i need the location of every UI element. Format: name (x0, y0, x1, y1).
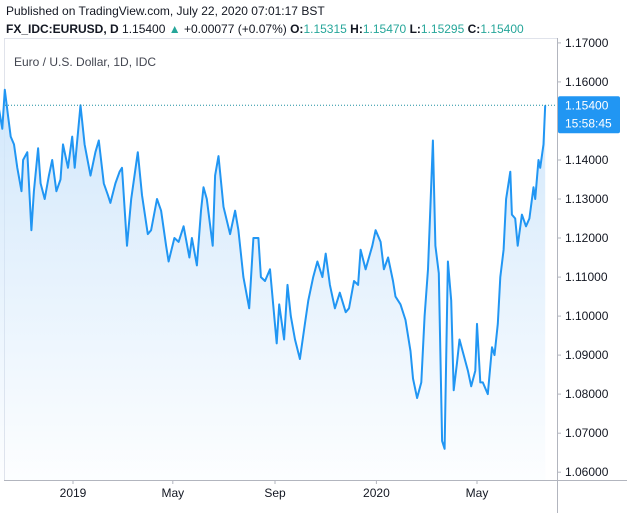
change-value: +0.00077 (+0.07%) (184, 22, 287, 36)
y-tick-label: 1.08000 (565, 387, 609, 401)
y-tick-label: 1.12000 (565, 231, 609, 245)
price-area (0, 89, 546, 480)
y-tick-label: 1.16000 (565, 75, 609, 89)
up-arrow-icon: ▲ (168, 22, 181, 36)
symbol-name[interactable]: FX_IDC:EURUSD, D (6, 22, 119, 36)
y-tick-label: 1.14000 (565, 153, 609, 167)
x-tick-label: May (161, 486, 184, 500)
x-tick-label: May (466, 486, 489, 500)
y-tick-label: 1.10000 (565, 309, 609, 323)
high-label: H: (350, 22, 363, 36)
x-tick-label: 2020 (363, 486, 390, 500)
price-line (0, 88, 547, 450)
x-tick-label: 2019 (60, 486, 87, 500)
chart-title: Euro / U.S. Dollar, 1D, IDC (14, 55, 156, 69)
y-tick-label: 1.17000 (565, 36, 609, 50)
symbol-legend: FX_IDC:EURUSD, D 1.15400 ▲ +0.00077 (+0.… (6, 22, 524, 36)
last-price-tag (558, 96, 620, 134)
last-value: 1.15400 (122, 22, 166, 36)
close-value: 1.15400 (480, 22, 524, 36)
low-label: L: (409, 22, 421, 36)
y-tick-label: 1.09000 (565, 348, 609, 362)
last-price-label: 1.15400 (565, 98, 609, 112)
y-tick-label: 1.11000 (565, 270, 608, 284)
y-tick-label: 1.13000 (565, 192, 609, 206)
x-tick-label: Sep (264, 486, 286, 500)
y-tick-label: 1.07000 (565, 426, 609, 440)
open-label: O: (290, 22, 304, 36)
low-value: 1.15295 (420, 22, 465, 36)
open-value: 1.15315 (303, 22, 347, 36)
close-label: C: (467, 22, 481, 36)
countdown-label: 15:58:45 (565, 116, 612, 130)
published-caption: Published on TradingView.com, July 22, 2… (6, 4, 325, 18)
y-tick-label: 1.06000 (565, 465, 609, 479)
high-value: 1.15470 (362, 22, 407, 36)
